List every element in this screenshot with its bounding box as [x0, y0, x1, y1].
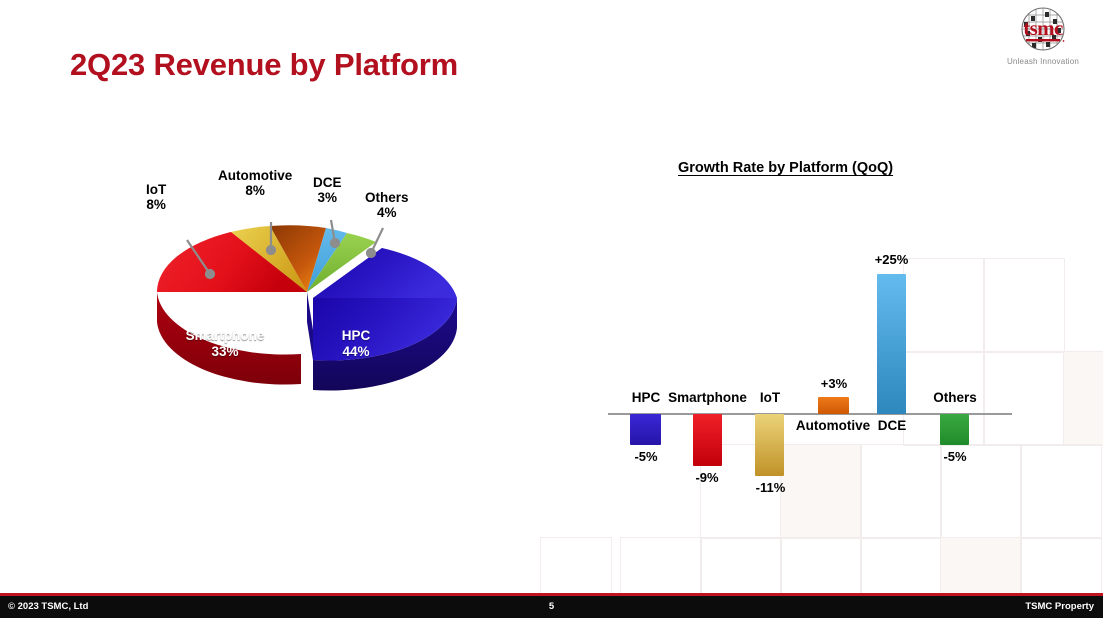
logo-tagline: Unleash Innovation — [1006, 57, 1080, 66]
bar-value-others: -5% — [943, 449, 967, 464]
pie-slice-hpc-name: HPC — [341, 328, 371, 343]
tsmc-wafer-icon: tsmc — [1005, 6, 1081, 56]
bar-value-smartphone: -9% — [695, 470, 719, 485]
pie-callout-dce-label: DCE — [313, 175, 342, 190]
pie-callout-automotive-value: 8% — [245, 183, 265, 199]
bar-label-iot: IoT — [759, 390, 781, 405]
bar-hpc — [630, 414, 661, 445]
bar-chart-title: Growth Rate by Platform (QoQ) — [678, 160, 894, 176]
pie-callout-iot: IoT 8% — [146, 182, 166, 212]
page-title: 2Q23 Revenue by Platform — [70, 47, 459, 82]
bar-label-hpc: HPC — [631, 390, 661, 405]
pie-slice-hpc-value: 44% — [342, 343, 370, 359]
footer-red-rule — [0, 593, 1103, 596]
bar-label-dce: DCE — [877, 418, 907, 433]
pie-callout-iot-value: 8% — [146, 197, 166, 213]
pie-callout-automotive: Automotive 8% — [218, 168, 292, 198]
pie-callout-others: Others 4% — [365, 190, 409, 220]
footer-property-notice: TSMC Property — [1025, 601, 1094, 612]
bar-dce — [877, 274, 906, 414]
pie-callout-automotive-label: Automotive — [218, 168, 293, 183]
pie-callout-dce-value: 3% — [317, 190, 338, 206]
bar-value-iot: -11% — [755, 480, 786, 495]
pie-slice-label-hpc: HPC 44% — [321, 328, 391, 359]
bar-value-hpc: -5% — [634, 449, 658, 464]
growth-rate-bar-chart: Growth Rate by Platform (QoQ) HPC -5% Sm… — [600, 155, 1020, 495]
pie-svg — [156, 219, 457, 391]
bar-value-dce: +25% — [874, 252, 909, 267]
pie-slice-smartphone-name: Smartphone — [185, 328, 265, 343]
pie-callout-others-value: 4% — [377, 205, 397, 221]
zero-baseline-axis — [608, 413, 1012, 415]
pie-callout-iot-label: IoT — [146, 182, 167, 197]
bar-plot-region: HPC -5% Smartphone -9% IoT -11% Automoti… — [600, 200, 1020, 495]
pie-callout-dce: DCE 3% — [313, 175, 342, 205]
tsmc-logo: tsmc Unleash Innovation — [995, 6, 1091, 72]
bar-label-smartphone: Smartphone — [668, 390, 747, 405]
svg-text:tsmc: tsmc — [1023, 16, 1063, 40]
pie-slice-smartphone-value: 33% — [211, 343, 239, 359]
bar-smartphone — [693, 414, 722, 466]
bar-label-automotive: Automotive — [795, 418, 871, 433]
bar-value-automotive: +3% — [820, 376, 848, 391]
footer-copyright: © 2023 TSMC, Ltd — [8, 601, 89, 612]
pie-callout-others-label: Others — [365, 190, 409, 205]
footer-page-number: 5 — [548, 601, 555, 612]
pie-slice-label-smartphone: Smartphone 33% — [170, 328, 280, 359]
bar-label-others: Others — [933, 390, 977, 405]
bar-others — [940, 414, 969, 445]
bar-iot — [755, 414, 784, 476]
bar-automotive — [818, 397, 849, 414]
footer-bar: © 2023 TSMC, Ltd 5 TSMC Property — [0, 596, 1103, 618]
revenue-pie-chart: IoT 8% Automotive 8% DCE 3% Others 4% Sm… — [130, 168, 490, 450]
